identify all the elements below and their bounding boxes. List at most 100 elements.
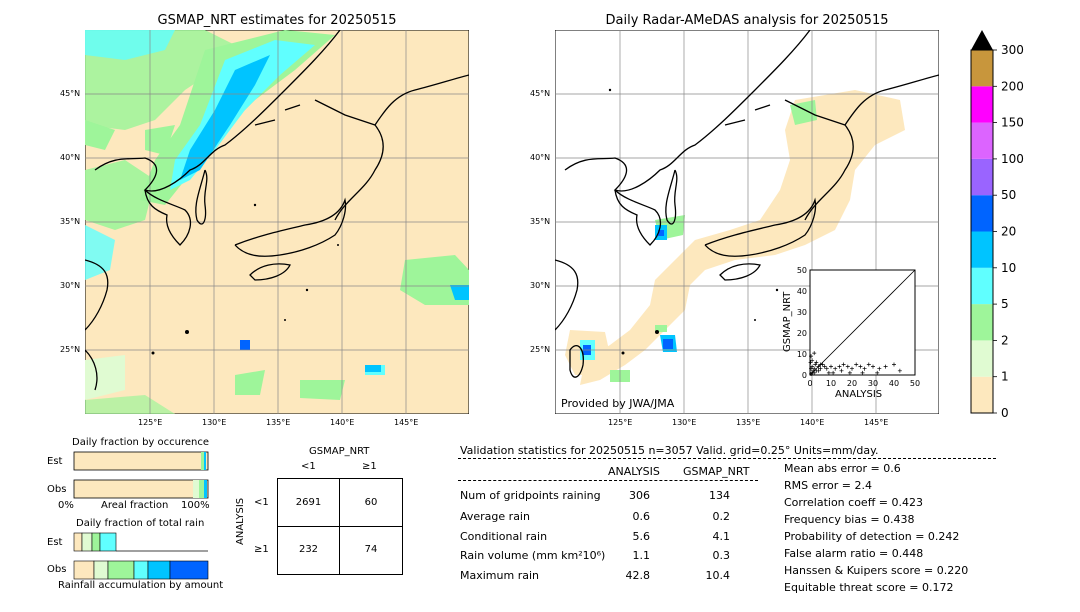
val-label-2: Conditional rain xyxy=(460,530,548,543)
right-lat-40: 40°N xyxy=(530,153,551,162)
left-lat-40: 40°N xyxy=(60,153,81,162)
score-rmse: RMS error = 2.4 xyxy=(784,479,872,492)
val-gsmap-2: 4.1 xyxy=(712,530,731,543)
scatter-xlabel: ANALYSIS xyxy=(835,389,883,400)
scatter-point xyxy=(845,364,850,369)
val-gsmap-0: 134 xyxy=(709,489,730,502)
val-analysis-3: 1.1 xyxy=(632,549,651,562)
colorbar-segment xyxy=(971,231,993,268)
score-hk: Hanssen & Kuipers score = 0.220 xyxy=(784,564,969,577)
validation-col-analysis: ANALYSIS xyxy=(608,465,660,478)
right-lon-145: 145°E xyxy=(864,418,889,427)
scatter-point xyxy=(824,366,829,371)
right-lat-45: 45°N xyxy=(530,89,551,98)
colorbar: 0 1 2 5 10 20 50 100 150 200 300 xyxy=(970,30,1024,420)
colorbar-segment xyxy=(971,195,993,232)
scatter-points xyxy=(808,351,902,376)
rainfall-axis-label: Rainfall accumulation by amount xyxy=(58,580,224,591)
scatter-point xyxy=(847,370,852,375)
contingency-table: 2691 60 232 74 xyxy=(277,478,403,575)
scatter-point xyxy=(812,366,817,371)
scatter-point xyxy=(897,368,902,373)
scatter-point xyxy=(813,362,818,367)
map-credit: Provided by JWA/JMA xyxy=(561,397,675,410)
scatter-point xyxy=(833,366,838,371)
occurrence-axis-left: 0% xyxy=(58,500,74,511)
scatter-point xyxy=(810,358,815,363)
val-label-1: Average rain xyxy=(460,510,530,523)
occurrence-est-bar xyxy=(73,451,209,471)
left-lat-25: 25°N xyxy=(60,345,81,354)
val-analysis-2: 5.6 xyxy=(632,530,651,543)
rainfall-title: Daily fraction of total rain xyxy=(76,518,205,529)
occurrence-title: Daily fraction by occurence xyxy=(72,437,210,448)
colorbar-tick-label: 10 xyxy=(1001,261,1016,275)
right-map-coastlines xyxy=(555,30,939,378)
left-map xyxy=(85,30,469,414)
right-lat-25: 25°N xyxy=(530,345,551,354)
val-label-3: Rain volume (mm km²10⁶) xyxy=(460,549,606,562)
scatter-xtick: 40 xyxy=(889,379,899,388)
left-lon-130: 130°E xyxy=(202,418,227,427)
rainfall-row-est: Est xyxy=(47,537,63,548)
occurrence-axis-mid: Areal fraction xyxy=(101,500,169,511)
scatter-point xyxy=(826,370,831,375)
occurrence-est-green xyxy=(201,452,204,470)
left-lon-125: 125°E xyxy=(138,418,163,427)
colorbar-tick-label: 1 xyxy=(1001,370,1009,384)
right-lon-130: 130°E xyxy=(672,418,697,427)
left-lon-145: 145°E xyxy=(394,418,419,427)
colorbar-tick-label: 300 xyxy=(1001,43,1024,57)
score-ets: Equitable threat score = 0.172 xyxy=(784,581,954,594)
occurrence-axis-right: 100% xyxy=(181,500,210,511)
contingency-row-lt1: <1 xyxy=(254,497,269,508)
occurrence-row-est: Est xyxy=(47,456,63,467)
colorbar-segment xyxy=(971,50,993,87)
left-lat-30: 30°N xyxy=(60,281,81,290)
val-gsmap-4: 10.4 xyxy=(705,569,731,582)
scatter-point xyxy=(837,364,842,369)
cell-fn: 232 xyxy=(298,544,319,555)
contingency-row-ge1: ≥1 xyxy=(254,544,269,555)
colorbar-segment xyxy=(971,304,993,341)
scatter-xtick: 30 xyxy=(868,379,878,388)
colorbar-tick-label: 150 xyxy=(1001,116,1024,130)
left-lon-135: 135°E xyxy=(266,418,291,427)
scatter-point xyxy=(860,370,865,375)
scatter-point xyxy=(818,362,823,367)
scatter-ticks: 00 10 10 20 20 30 30 40 40 50 50 xyxy=(797,266,920,388)
left-lon-140: 140°E xyxy=(330,418,355,427)
scatter-xtick: 20 xyxy=(847,379,857,388)
colorbar-segment xyxy=(971,340,993,377)
scatter-point xyxy=(822,364,827,369)
scatter-xtick: 10 xyxy=(826,379,836,388)
left-lat-45: 45°N xyxy=(60,89,81,98)
left-map-rain-areas xyxy=(85,30,469,414)
scatter-point xyxy=(818,366,823,371)
occurrence-row-obs: Obs xyxy=(47,484,67,495)
scatter-point xyxy=(831,370,836,375)
scatter-point xyxy=(814,360,819,365)
rainfall-bars xyxy=(73,532,209,580)
scatter-ytick: 50 xyxy=(797,266,807,275)
scatter-point xyxy=(808,360,813,365)
scatter-point xyxy=(854,362,859,367)
colorbar-tick-label: 5 xyxy=(1001,297,1009,311)
validation-col-gsmap: GSMAP_NRT xyxy=(683,465,750,478)
colorbar-segment xyxy=(971,158,993,196)
val-analysis-0: 306 xyxy=(629,489,650,502)
rainfall-obs-seg1 xyxy=(73,560,95,580)
scatter-diagonal xyxy=(809,269,916,376)
score-corr: Correlation coeff = 0.423 xyxy=(784,496,923,509)
right-map-islands xyxy=(608,88,779,355)
score-pod: Probability of detection = 0.242 xyxy=(784,530,960,543)
scatter-point xyxy=(841,362,846,367)
colorbar-segment xyxy=(971,376,993,413)
scatter-point xyxy=(892,362,896,367)
scatter-xtick: 50 xyxy=(910,379,920,388)
colorbar-segment xyxy=(971,86,993,123)
scatter-xtick: 0 xyxy=(807,379,812,388)
left-lat-35: 35°N xyxy=(60,217,81,226)
contingency-col-lt1: <1 xyxy=(301,461,316,472)
scatter-point xyxy=(862,366,867,371)
